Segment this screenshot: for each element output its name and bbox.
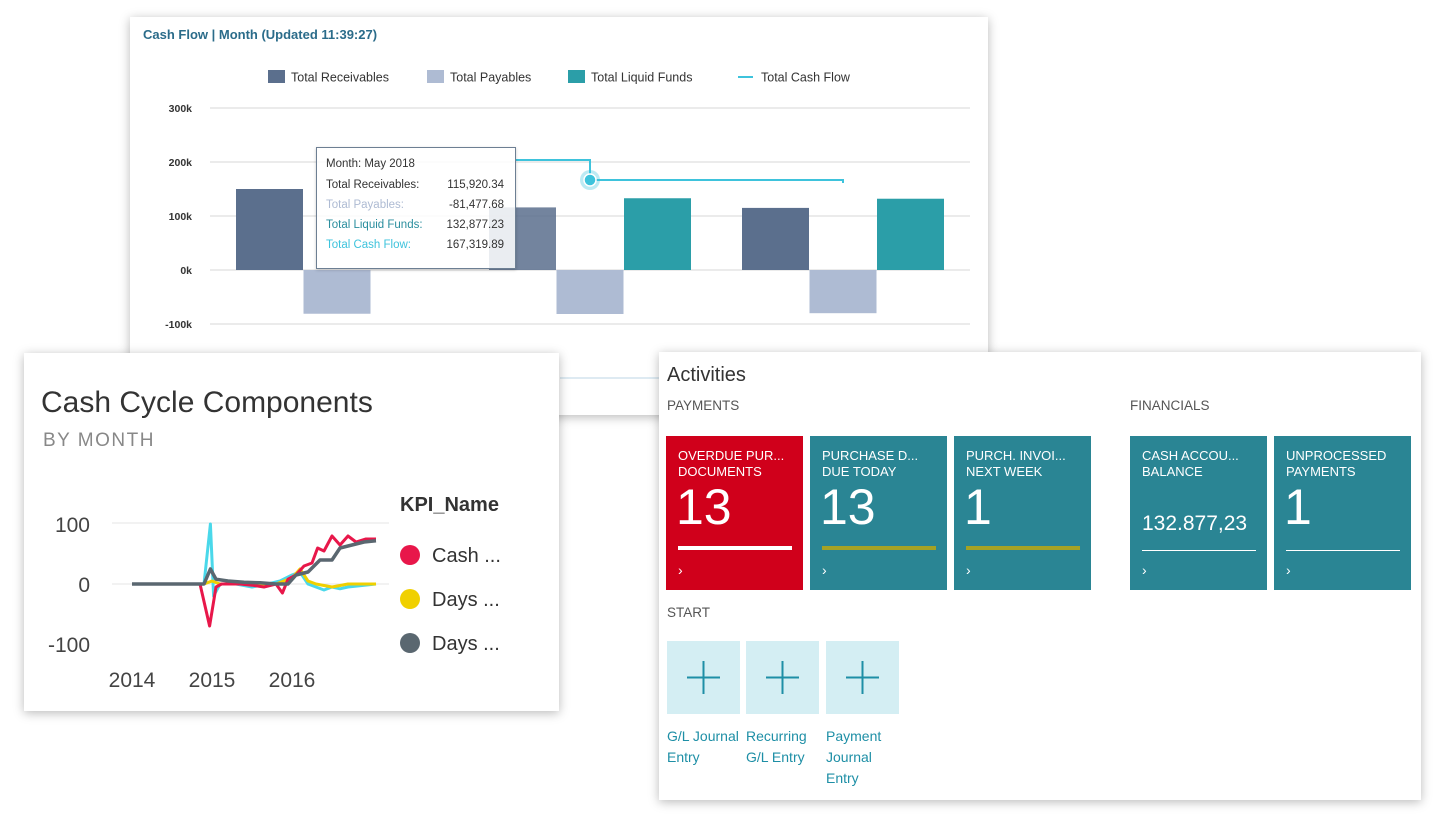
y-tick-label: 300k: [169, 103, 193, 115]
tile-cash-accounts-balance[interactable]: CASH ACCOU... BALANCE 132.877,23 ›: [1130, 436, 1267, 590]
start-section-label: START: [667, 605, 711, 620]
bar-total-liquid-funds[interactable]: [624, 198, 691, 270]
tooltip-value: -81,477.68: [449, 199, 504, 211]
bar-total-receivables[interactable]: [236, 189, 303, 270]
tile-purchase-documents-due-today[interactable]: PURCHASE D... DUE TODAY 13 ›: [810, 436, 947, 590]
payment-journal-entry-tile[interactable]: [826, 641, 899, 714]
tile-progress-bar: [822, 546, 936, 550]
cash-flow-line: [516, 159, 844, 183]
tooltip-header: Month: May 2018: [326, 158, 415, 170]
tooltip-value: 167,319.89: [446, 239, 504, 251]
tile-label: PURCHASE D... DUE TODAY: [822, 448, 919, 479]
cash-cycle-subtitle: BY MONTH: [43, 430, 155, 451]
y-tick-label: 0: [78, 574, 90, 597]
recurring-gl-entry-tile[interactable]: [746, 641, 819, 714]
legend-swatch: [268, 70, 285, 83]
tile-value: 13: [676, 479, 732, 535]
y-tick-label: 0k: [180, 265, 192, 277]
cash-cycle-title: Cash Cycle Components: [41, 386, 373, 419]
legend-label[interactable]: Days ...: [432, 589, 500, 611]
y-tick-label: -100: [48, 634, 90, 657]
financials-section-label: FINANCIALS: [1130, 398, 1210, 413]
cash-flow-card: 300k 200k 100k 0k -100k Total Receivables Tota…: [130, 17, 988, 415]
plus-icon: [766, 661, 799, 694]
tile-value: 132.877,23: [1142, 512, 1248, 535]
tile-label: UNPROCESSED PAYMENTS: [1286, 448, 1387, 479]
tile-divider: [1286, 550, 1400, 551]
gl-journal-entry-tile[interactable]: [667, 641, 740, 714]
plus-icon: [846, 661, 879, 694]
x-tick-label: 2016: [269, 669, 316, 692]
tile-overdue-purchase-documents[interactable]: OVERDUE PUR... DOCUMENTS 13 ›: [666, 436, 803, 590]
legend-label[interactable]: Total Payables: [450, 71, 531, 85]
tooltip-value: 132,877.23: [446, 219, 504, 231]
activities-card: Activities PAYMENTS FINANCIALS OVERDUE P…: [659, 352, 1421, 800]
chevron-right-icon: ›: [966, 562, 971, 578]
series-line[interactable]: [132, 539, 377, 586]
recurring-gl-entry-link[interactable]: Recurring G/L Entry: [746, 728, 807, 765]
x-tick-label: 2015: [189, 669, 236, 692]
y-tick-label: 100k: [169, 211, 193, 223]
bar-total-receivables[interactable]: [742, 207, 809, 270]
bar-total-liquid-funds[interactable]: [877, 198, 944, 270]
tile-label: CASH ACCOU... BALANCE: [1142, 448, 1239, 479]
bar-total-payables[interactable]: [303, 270, 371, 314]
payment-journal-entry-link[interactable]: Payment Journal Entry: [826, 728, 882, 786]
legend-swatch: [568, 70, 585, 83]
tile-progress-bar: [966, 546, 1080, 550]
tile-label: PURCH. INVOI... NEXT WEEK: [966, 448, 1066, 479]
legend-label[interactable]: Cash ...: [432, 545, 501, 567]
cash-flow-title[interactable]: Cash Flow | Month (Updated 11:39:27): [143, 27, 378, 42]
legend-label[interactable]: Total Cash Flow: [761, 71, 851, 85]
tooltip-row-receivables: Total Receivables: 115,920.34: [326, 179, 504, 195]
chart-tooltip: Month: May 2018 Total Receivables: 115,9…: [316, 147, 516, 269]
chevron-right-icon: ›: [1286, 562, 1291, 578]
activities-title: Activities: [667, 364, 746, 386]
legend-title: KPI_Name: [400, 494, 499, 516]
cash-cycle-card: 100 0 -100 2014 2015 2016 KPI_Name Cash ... Days…: [24, 353, 559, 711]
y-tick-label: 100: [55, 514, 90, 537]
tooltip-label: Total Cash Flow:: [326, 239, 412, 251]
tile-value: 13: [820, 479, 876, 535]
legend-label[interactable]: Total Liquid Funds: [591, 71, 692, 85]
tooltip-row-cash-flow: Total Cash Flow: 167,319.89: [326, 239, 504, 255]
legend-label[interactable]: Days ...: [432, 633, 500, 655]
tile-unprocessed-payments[interactable]: UNPROCESSED PAYMENTS 1 ›: [1274, 436, 1411, 590]
legend-swatch: [427, 70, 444, 83]
legend-dot: [400, 633, 420, 653]
tooltip-value: 115,920.34: [447, 179, 504, 191]
legend-dot: [400, 545, 420, 565]
cash-cycle-chart: 100 0 -100 2014 2015 2016 KPI_Name Cash ... Days…: [48, 494, 501, 692]
tooltip-label: Total Receivables:: [326, 179, 420, 191]
cash-flow-point[interactable]: [583, 173, 597, 187]
bar-total-payables[interactable]: [556, 270, 624, 314]
plus-icon: [687, 661, 720, 694]
tile-purchase-invoices-next-week[interactable]: PURCH. INVOI... NEXT WEEK 1 ›: [954, 436, 1091, 590]
tooltip-row-payables: Total Payables: -81,477.68: [326, 199, 504, 215]
tile-value: 1: [964, 479, 992, 535]
payments-section-label: PAYMENTS: [667, 398, 740, 413]
tile-value: 1: [1284, 479, 1312, 535]
bar-total-payables[interactable]: [809, 270, 877, 314]
tooltip-label: Total Payables:: [326, 199, 404, 211]
tile-divider: [1142, 550, 1256, 551]
legend-dot: [400, 589, 420, 609]
x-tick-label: 2014: [109, 669, 156, 692]
tile-progress-bar: [678, 546, 792, 550]
chevron-right-icon: ›: [678, 562, 683, 578]
y-tick-label: 200k: [169, 157, 193, 169]
chevron-right-icon: ›: [1142, 562, 1147, 578]
tooltip-label: Total Liquid Funds:: [326, 219, 423, 231]
cash-flow-chart: 300k 200k 100k 0k -100k Total Receivables Tota…: [165, 70, 970, 379]
tooltip-row-liquid-funds: Total Liquid Funds: 132,877.23: [326, 219, 504, 235]
y-tick-label: -100k: [165, 319, 192, 331]
legend-label[interactable]: Total Receivables: [291, 71, 389, 85]
chevron-right-icon: ›: [822, 562, 827, 578]
tile-label: OVERDUE PUR... DOCUMENTS: [678, 448, 785, 479]
gl-journal-entry-link[interactable]: G/L Journal Entry: [667, 728, 739, 765]
series-line[interactable]: [132, 534, 376, 628]
